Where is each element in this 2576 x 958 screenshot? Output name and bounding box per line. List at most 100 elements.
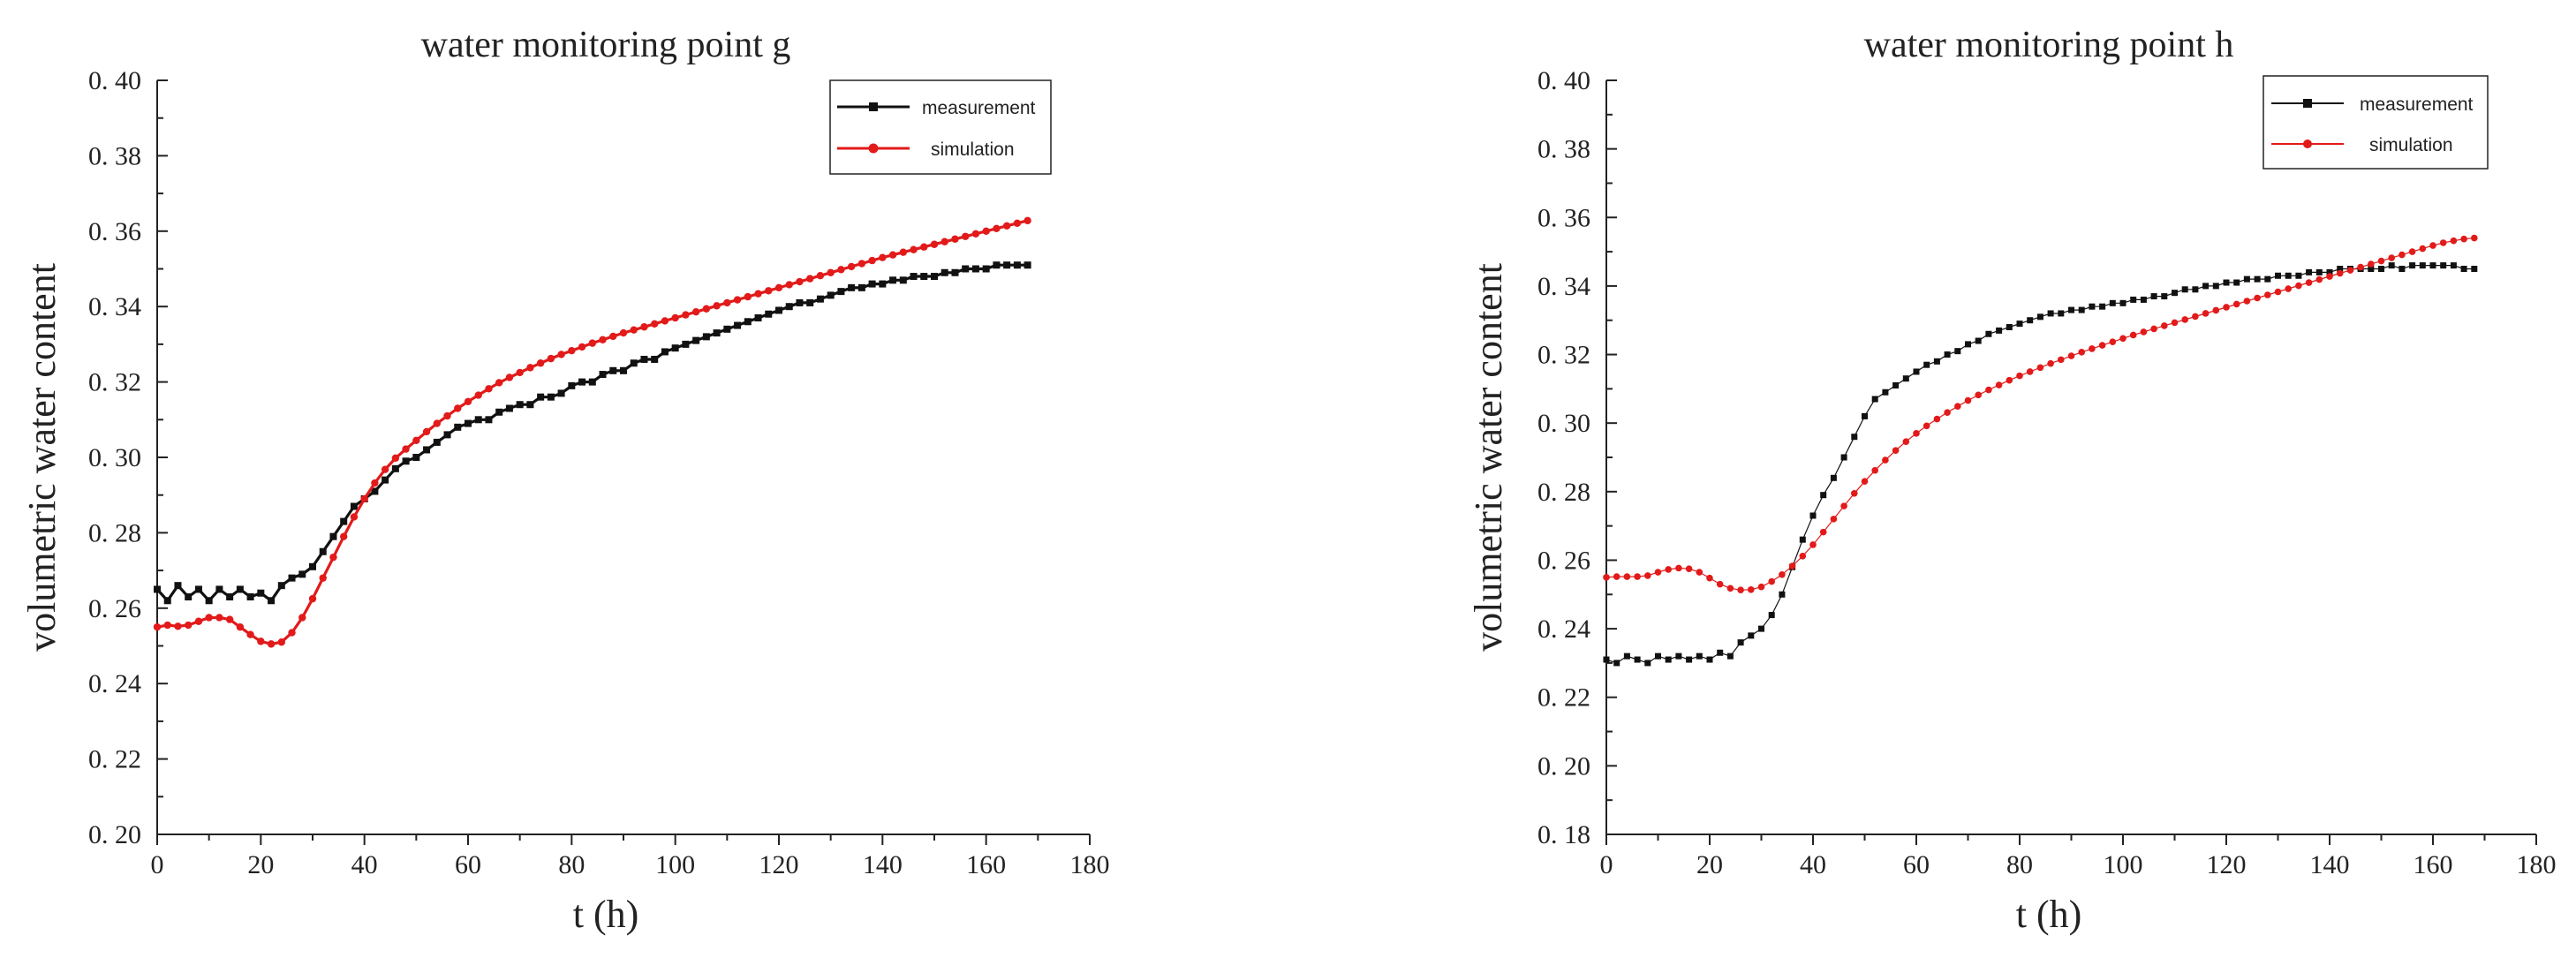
- data-point: [982, 265, 990, 273]
- data-point: [1964, 396, 1972, 404]
- data-point: [765, 287, 773, 295]
- data-point: [910, 273, 918, 281]
- data-point: [816, 271, 825, 280]
- data-point: [962, 265, 970, 273]
- data-point: [879, 280, 887, 288]
- data-point: [2368, 266, 2375, 272]
- data-point: [2409, 262, 2416, 269]
- y-tick-label: 0. 38: [88, 141, 141, 170]
- x-tick-label: 20: [247, 850, 274, 879]
- data-point: [268, 597, 276, 605]
- data-point: [2326, 268, 2333, 275]
- y-tick-label: 0. 36: [88, 217, 141, 246]
- data-point: [402, 445, 410, 453]
- data-point: [1757, 583, 1765, 591]
- data-point: [236, 622, 245, 631]
- data-point: [505, 373, 514, 381]
- data-point: [153, 622, 162, 631]
- data-point: [1613, 573, 1620, 580]
- data-point: [288, 629, 296, 637]
- data-point: [1716, 580, 1724, 588]
- x-tick-label: 140: [863, 850, 903, 879]
- data-point: [2036, 313, 2043, 321]
- data-point: [2223, 304, 2230, 311]
- data-point: [2243, 298, 2251, 305]
- data-point: [848, 283, 856, 291]
- legend-marker-circle: [2303, 140, 2312, 148]
- data-point: [2067, 352, 2075, 359]
- data-point: [837, 288, 845, 296]
- data-point: [847, 262, 856, 271]
- data-point: [516, 401, 524, 409]
- data-point: [308, 594, 317, 603]
- y-tick-label: 0. 26: [1537, 546, 1590, 575]
- data-point: [1902, 375, 1909, 382]
- data-point: [1933, 358, 1940, 365]
- data-point: [1902, 438, 1910, 445]
- data-point: [329, 553, 337, 562]
- data-point: [2129, 331, 2137, 339]
- data-point: [246, 592, 254, 600]
- data-point: [2212, 306, 2220, 314]
- data-point: [2233, 279, 2240, 286]
- data-point: [1686, 656, 1693, 663]
- y-axis-label: volumetric water content: [1467, 263, 1510, 652]
- data-point: [246, 630, 254, 638]
- x-tick-label: 180: [1070, 850, 1110, 879]
- data-point: [174, 582, 182, 590]
- y-tick-label: 0. 20: [88, 820, 141, 849]
- data-point: [775, 306, 782, 314]
- data-point: [443, 431, 451, 439]
- data-point: [225, 615, 234, 623]
- x-tick-label: 140: [2310, 850, 2350, 879]
- legend-box: [829, 79, 1052, 175]
- data-point: [2171, 319, 2179, 327]
- data-point: [2150, 293, 2157, 300]
- data-point: [340, 517, 348, 525]
- data-point: [765, 310, 773, 318]
- data-point: [827, 291, 835, 299]
- data-point: [1675, 652, 1682, 660]
- data-point: [391, 454, 400, 463]
- x-tick-label: 120: [759, 850, 799, 879]
- data-point: [910, 245, 918, 253]
- data-point: [350, 502, 358, 510]
- data-point: [1644, 660, 1651, 667]
- y-tick-label: 0. 30: [1537, 409, 1590, 438]
- data-point: [785, 281, 793, 289]
- data-point: [2440, 262, 2447, 269]
- data-point: [1644, 572, 1651, 579]
- data-point: [402, 457, 410, 465]
- data-point: [537, 393, 545, 401]
- data-point: [1737, 639, 1744, 646]
- data-point: [2130, 296, 2137, 303]
- data-point: [620, 366, 627, 374]
- data-point: [1882, 388, 1889, 396]
- chart-point-h: water monitoring point h volumetric wate…: [1467, 25, 2557, 936]
- data-point: [879, 253, 887, 261]
- data-point: [682, 311, 690, 319]
- data-point: [1975, 391, 1982, 399]
- data-point: [2098, 342, 2106, 349]
- data-point: [536, 359, 545, 367]
- data-point: [319, 574, 327, 582]
- y-tick-label: 0. 28: [88, 518, 141, 547]
- data-point: [319, 547, 327, 555]
- data-point: [2377, 257, 2385, 265]
- data-point: [785, 303, 793, 311]
- data-point: [692, 336, 700, 344]
- data-point: [1758, 625, 1764, 632]
- x-tick-label: 80: [2006, 850, 2033, 879]
- data-point: [857, 283, 865, 291]
- data-point: [1882, 456, 1889, 464]
- data-point: [1830, 516, 1838, 523]
- data-point: [2161, 293, 2168, 300]
- data-point: [2232, 300, 2240, 308]
- data-point: [2326, 273, 2333, 280]
- data-point: [1655, 652, 1661, 660]
- data-point: [1809, 512, 1817, 519]
- x-tick-label: 20: [1696, 850, 1723, 879]
- data-point: [1975, 337, 1982, 344]
